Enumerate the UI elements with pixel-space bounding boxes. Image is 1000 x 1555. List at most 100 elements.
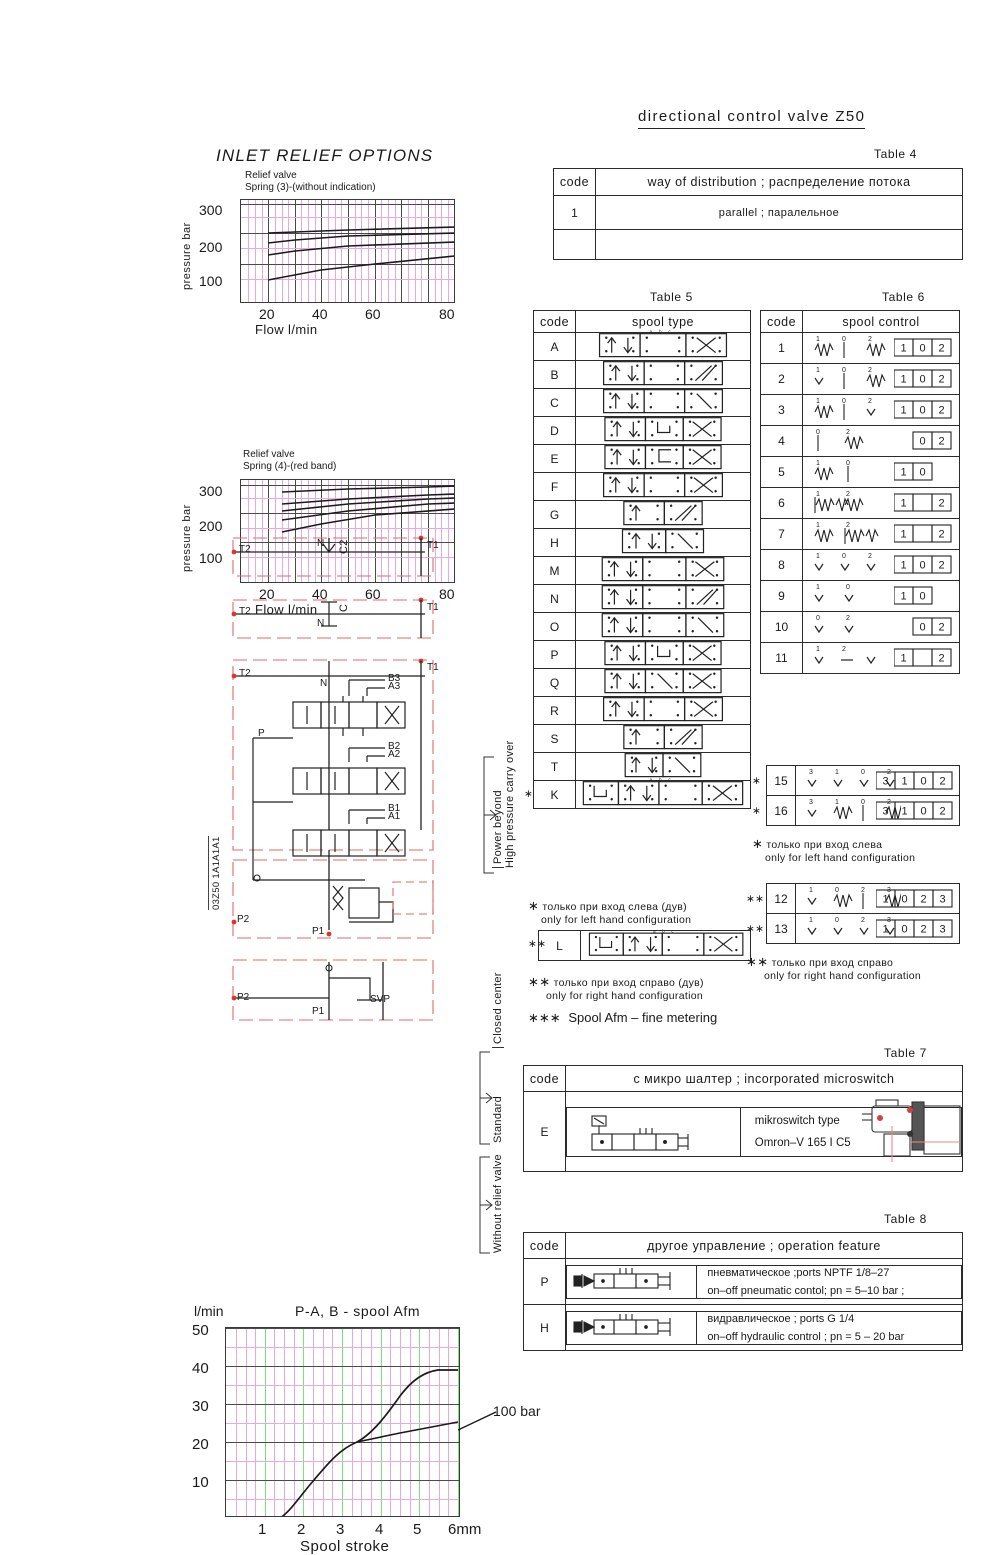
afm-ytick-50: 50 bbox=[192, 1322, 209, 1339]
table7-header-row: code с микро шалтер ; incorporated micro… bbox=[523, 1065, 964, 1092]
circuit-label-p2-1: P2 bbox=[237, 914, 250, 925]
table-row: N bbox=[533, 584, 751, 613]
svg-text:2: 2 bbox=[938, 622, 944, 634]
table-row: 5 1 0 1 0 bbox=[760, 456, 960, 488]
table6-row-code-10: 10 bbox=[760, 611, 803, 643]
svg-text:1: 1 bbox=[900, 343, 906, 355]
table-row: 4 0 2 0 2 bbox=[760, 425, 960, 457]
circuit-label-n-2: N bbox=[317, 618, 325, 629]
bracket-label-closed-center: Closed center bbox=[492, 972, 504, 1048]
afm-xtick-2: 2 bbox=[297, 1521, 306, 1538]
table5-row-symbol-M bbox=[575, 556, 751, 585]
afm-xtick-4: 4 bbox=[375, 1521, 384, 1538]
circuit-label-p1-2: P1 bbox=[312, 1006, 325, 1017]
table5-row-symbol-K: a b c bbox=[575, 778, 751, 809]
table-row: A a b c bbox=[533, 330, 751, 361]
relief-spring3-plot bbox=[240, 199, 455, 303]
table7-mikroswitch-type-label: mikroswitch type bbox=[754, 1114, 840, 1127]
table6-right-footnote: ∗∗ только при вход справо only for right… bbox=[746, 954, 921, 983]
relief-spring3-ytick-300: 300 bbox=[199, 202, 223, 218]
circuit-label-t2-3: T2 bbox=[239, 668, 251, 679]
circuit-label-n-3: N bbox=[320, 678, 328, 689]
svg-text:3: 3 bbox=[882, 775, 888, 787]
table5-row-code-F: F bbox=[533, 472, 576, 501]
table5-marker-K: ∗ bbox=[524, 788, 534, 800]
table6-row-control-10: 0 2 0 2 bbox=[802, 611, 960, 643]
afm-xtick-1: 1 bbox=[258, 1521, 267, 1538]
svg-text:2: 2 bbox=[920, 893, 926, 905]
table8-header-code: code bbox=[523, 1232, 566, 1259]
afm-chart-title: P-A, B - spool Afm bbox=[295, 1303, 421, 1319]
relief-spring4-xtick-80: 80 bbox=[439, 586, 455, 602]
t6-right-marker-13: ∗∗ bbox=[746, 923, 765, 935]
table5-caption: Table 5 bbox=[650, 290, 693, 304]
svg-text:0: 0 bbox=[842, 553, 846, 560]
afm-xtick-3: 3 bbox=[336, 1521, 345, 1538]
table6-left-hand-group: 15 3 1 0 2 3 1 0 2 bbox=[766, 765, 960, 826]
table-row: 8 1 0 2 1 0 2 bbox=[760, 549, 960, 581]
table5-row-symbol-E bbox=[575, 444, 751, 473]
svg-text:3: 3 bbox=[882, 805, 888, 817]
table6-row-control-5: 1 0 1 0 bbox=[802, 456, 960, 488]
svg-text:2: 2 bbox=[938, 436, 944, 448]
t6-left-footnote-marker: ∗ bbox=[752, 836, 764, 851]
table6-row-code-8: 8 bbox=[760, 549, 803, 581]
relief-spring3-xtick-40: 40 bbox=[312, 306, 328, 322]
svg-text:0: 0 bbox=[919, 374, 925, 386]
svg-text:0: 0 bbox=[846, 584, 850, 591]
table6-row-code-1: 1 bbox=[760, 332, 803, 364]
svg-text:0: 0 bbox=[901, 923, 907, 935]
svg-text:3: 3 bbox=[939, 923, 945, 935]
table-row: 11 1 2 1 2 bbox=[760, 642, 960, 674]
table6-row-code-6: 6 bbox=[760, 487, 803, 519]
svg-text:0: 0 bbox=[919, 560, 925, 572]
table-row: K a b c bbox=[533, 778, 751, 809]
circuit-label-a3: A3 bbox=[388, 681, 401, 692]
svg-text:2: 2 bbox=[938, 405, 944, 417]
svg-text:c: c bbox=[668, 330, 671, 335]
svg-text:0: 0 bbox=[816, 615, 820, 622]
circuit-label-p2-2: P2 bbox=[237, 992, 250, 1003]
svg-text:2: 2 bbox=[939, 775, 945, 787]
table8-header-row: code другое управление ; operation featu… bbox=[523, 1232, 964, 1259]
afm-xtick-5: 5 bbox=[413, 1521, 422, 1538]
table-row: O bbox=[533, 612, 751, 641]
svg-text:3: 3 bbox=[809, 769, 813, 776]
table-row: 1 parallel ; паралельное bbox=[553, 195, 964, 230]
circuit-label-c: C bbox=[338, 603, 350, 612]
svg-text:1: 1 bbox=[882, 923, 888, 935]
svg-text:a: a bbox=[650, 330, 653, 335]
svg-text:1: 1 bbox=[900, 560, 906, 572]
table8-row0-code: P bbox=[523, 1258, 566, 1305]
footnote1-line2: only for left hand configuration bbox=[541, 914, 692, 927]
table5-footnote3: ∗∗∗ Spool Afm – fine metering bbox=[528, 1010, 717, 1026]
table6-header-spool-control: spool control bbox=[802, 310, 960, 333]
table4-row1-text bbox=[594, 229, 964, 260]
svg-text:0: 0 bbox=[919, 591, 925, 603]
table5-row-code-T: T bbox=[533, 752, 576, 781]
table-row: 7 1 2 1 2 bbox=[760, 518, 960, 550]
svg-text:1: 1 bbox=[816, 491, 820, 498]
svg-text:2: 2 bbox=[868, 336, 872, 343]
table-row: P bbox=[533, 640, 751, 669]
inlet-relief-section-title: INLET RELIEF OPTIONS bbox=[216, 146, 434, 165]
table5-rowL-marker: ∗∗ bbox=[528, 938, 547, 950]
table5-row-symbol-P bbox=[575, 640, 751, 669]
circuit-label-svp: SVP bbox=[370, 994, 391, 1005]
table5-row-code-R: R bbox=[533, 696, 576, 725]
circuit-label-b1: B1 bbox=[388, 803, 401, 814]
svg-text:1: 1 bbox=[816, 584, 820, 591]
circuit-label-c2: C2 bbox=[338, 539, 350, 554]
svg-text:2: 2 bbox=[846, 491, 850, 498]
hydraulic-circuit-diagram: T2 T1 N C2 T2 T1 C N T2 T1 N B3 A3 B2 A2… bbox=[225, 530, 485, 1040]
afm-ytick-10: 10 bbox=[192, 1474, 209, 1491]
table6-row-code-9: 9 bbox=[760, 580, 803, 612]
svg-text:0: 0 bbox=[835, 887, 839, 894]
table5-row-symbol-F bbox=[575, 472, 751, 501]
svg-text:2: 2 bbox=[842, 646, 846, 653]
footnote1-line1: только при вход слева (дув) bbox=[542, 901, 687, 913]
